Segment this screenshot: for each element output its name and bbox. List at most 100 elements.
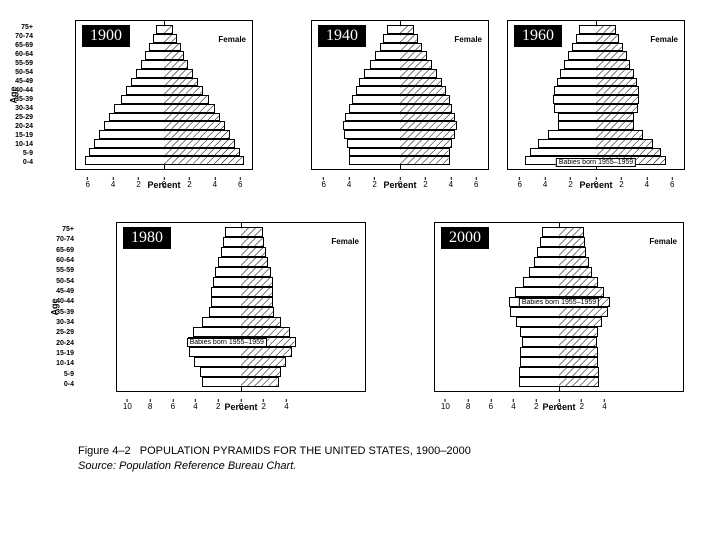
x-tick-label: 4 <box>213 180 217 189</box>
age-row <box>508 148 684 157</box>
age-row <box>508 113 684 122</box>
age-row <box>76 60 252 69</box>
male-bar <box>383 34 400 43</box>
x-tick-label: 2 <box>568 180 572 189</box>
male-bar <box>387 25 400 34</box>
x-tick-label: 6 <box>171 402 175 411</box>
male-bar <box>356 86 401 95</box>
age-row <box>435 307 683 317</box>
age-label: 50-54 <box>7 69 33 76</box>
male-bar <box>344 130 400 139</box>
male-bar <box>364 69 400 78</box>
male-bar <box>141 60 164 69</box>
age-row <box>312 104 488 113</box>
female-bar <box>559 337 597 347</box>
age-row <box>117 357 365 367</box>
x-tick-label: 2 <box>534 402 538 411</box>
age-row <box>76 113 252 122</box>
x-tick: 6 <box>171 399 175 411</box>
year-badge: 1940 <box>318 25 366 47</box>
male-bar <box>568 51 596 60</box>
row-1: 1900MaleFemale75+70-7465-6960-6455-5950-… <box>18 20 702 204</box>
female-bar <box>164 130 230 139</box>
male-bar <box>343 121 400 130</box>
female-bar <box>241 257 268 267</box>
female-bar <box>596 60 630 69</box>
age-row <box>117 377 365 387</box>
age-row <box>508 121 684 130</box>
age-label: 25-29 <box>7 114 33 121</box>
male-bar <box>515 287 559 297</box>
x-tick-label: 6 <box>238 180 242 189</box>
age-row <box>435 287 683 297</box>
female-bar <box>400 51 427 60</box>
age-label: 0-4 <box>48 381 74 388</box>
x-tick-label: 6 <box>321 180 325 189</box>
age-row <box>76 148 252 157</box>
male-bar <box>223 237 241 247</box>
x-tick: 0 <box>594 177 598 189</box>
male-bar <box>519 377 559 387</box>
female-bar <box>596 51 627 60</box>
female-bar <box>400 34 418 43</box>
male-bar <box>200 367 241 377</box>
age-row <box>435 337 683 347</box>
x-tick-label: 4 <box>111 180 115 189</box>
female-bar <box>596 130 643 139</box>
female-bar <box>559 367 599 377</box>
female-bar <box>164 60 188 69</box>
age-row <box>117 297 365 307</box>
row-2: 1980MaleFemaleBabies born 1955–195975+70… <box>58 222 702 426</box>
x-ticks: 108642024 <box>434 402 684 412</box>
cohort-annotation: Babies born 1955–1959 <box>187 338 267 347</box>
male-bar <box>149 43 164 52</box>
x-axis: 108642024Percent <box>434 402 684 426</box>
female-bar <box>164 69 193 78</box>
x-tick-label: 4 <box>449 180 453 189</box>
age-row <box>435 357 683 367</box>
female-bar <box>164 34 177 43</box>
age-row <box>117 347 365 357</box>
age-row <box>312 69 488 78</box>
x-tick-label: 2 <box>372 180 376 189</box>
age-row <box>435 317 683 327</box>
female-bar <box>164 78 198 87</box>
female-bar <box>400 121 457 130</box>
age-label: 45-49 <box>7 78 33 85</box>
age-label: 70-74 <box>7 33 33 40</box>
age-label: 30-34 <box>7 105 33 112</box>
male-bar <box>349 156 400 165</box>
male-bar <box>380 43 400 52</box>
male-bar <box>215 267 241 277</box>
female-bar <box>241 267 271 277</box>
male-bar <box>85 156 164 165</box>
age-axis-label: Age <box>9 86 19 103</box>
age-label: 10-14 <box>7 141 33 148</box>
x-tick: 4 <box>347 177 351 189</box>
x-tick: 4 <box>111 177 115 189</box>
age-row <box>76 104 252 113</box>
age-row <box>508 139 684 148</box>
age-row <box>117 287 365 297</box>
female-bar <box>559 227 584 237</box>
age-label: 25-29 <box>48 329 74 336</box>
age-row <box>312 121 488 130</box>
female-bar <box>164 113 220 122</box>
age-row <box>117 327 365 337</box>
x-tick-label: 4 <box>511 402 515 411</box>
female-bar <box>559 317 602 327</box>
x-tick: 2 <box>216 399 220 411</box>
plot-area: 1940MaleFemale <box>311 20 489 170</box>
female-bar <box>400 25 414 34</box>
male-bar <box>554 104 596 113</box>
age-row <box>508 78 684 87</box>
age-row <box>312 148 488 157</box>
x-tick-label: 6 <box>85 180 89 189</box>
male-bar <box>548 130 596 139</box>
male-bar <box>347 139 400 148</box>
female-bar <box>164 43 181 52</box>
male-bar <box>564 60 596 69</box>
female-bar <box>400 43 422 52</box>
x-tick: 2 <box>261 399 265 411</box>
age-row <box>312 156 488 165</box>
